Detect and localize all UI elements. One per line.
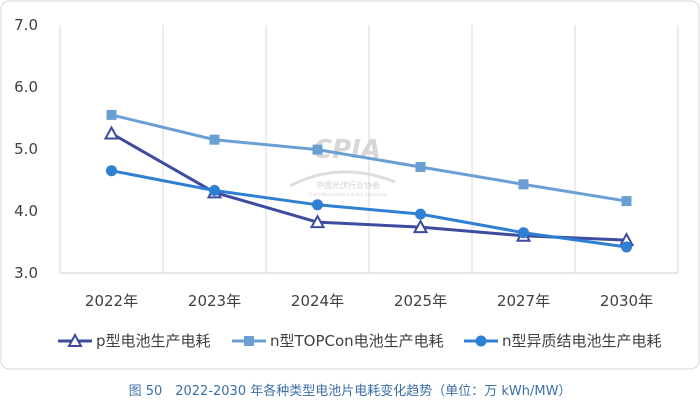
data-point: [103, 125, 120, 140]
data-point: [106, 165, 117, 177]
legend-label: n型异质结电池生产电耗: [502, 332, 662, 350]
watermark-name-cn: 中国光伏行业协会: [316, 180, 380, 190]
x-tick-label: 2022年: [85, 292, 138, 310]
series-lines: [103, 109, 635, 253]
x-tick-label: 2023年: [188, 292, 241, 310]
legend-marker: [67, 332, 83, 347]
data-point: [621, 196, 632, 207]
data-point: [312, 144, 323, 155]
data-point: [309, 214, 326, 229]
data-point: [518, 179, 529, 190]
legend-label: n型TOPCon电池生产电耗: [270, 332, 444, 350]
data-point: [412, 219, 429, 234]
data-point: [518, 227, 529, 239]
legend-marker: [244, 336, 254, 346]
legend-item-3: n型异质结电池生产电耗: [464, 332, 662, 350]
y-tick-label: 5.0: [14, 140, 38, 158]
x-tick-label: 2025年: [394, 292, 447, 310]
y-tick-label: 7.0: [14, 16, 38, 34]
data-point: [209, 134, 220, 145]
y-axis: 3.0 4.0 5.0 6.0 7.0: [14, 16, 38, 282]
data-point: [621, 241, 632, 253]
x-tick-label: 2024年: [291, 292, 344, 310]
data-point: [415, 161, 426, 172]
watermark-sun-icon: [289, 170, 396, 188]
data-point: [106, 109, 117, 120]
x-tick-label: 2027年: [497, 292, 550, 310]
series-line: [111, 169, 627, 249]
series-2: [106, 109, 632, 207]
legend: p型电池生产电耗 n型TOPCon电池生产电耗 n型异质结电池生产电耗: [58, 332, 662, 350]
chart-border: [0, 0, 700, 370]
legend-marker: [475, 335, 487, 347]
series-line: [111, 113, 627, 203]
watermark-name-en: China Photovoltaic Industry Association: [308, 192, 388, 197]
y-tick-label: 6.0: [14, 78, 38, 96]
x-tick-label: 2030年: [600, 292, 653, 310]
x-axis: 2022年 2023年 2024年 2025年 2027年 2030年: [85, 292, 653, 310]
y-tick-label: 3.0: [14, 264, 38, 282]
figure-caption: 图 50 2022-2030 年各种类型电池片电耗变化趋势（单位：万 kWh/M…: [128, 384, 572, 399]
data-point: [415, 208, 426, 220]
y-tick-label: 4.0: [14, 202, 38, 220]
cpia-watermark: CPIA 中国光伏行业协会 China Photovoltaic Industr…: [289, 135, 396, 197]
data-point: [312, 199, 323, 211]
legend-label: p型电池生产电耗: [96, 332, 211, 350]
data-point: [209, 185, 220, 197]
chart-frame: CPIA 中国光伏行业协会 China Photovoltaic Industr…: [0, 0, 700, 370]
series-3: [106, 165, 632, 253]
legend-item-2: n型TOPCon电池生产电耗: [232, 332, 444, 350]
legend-item-1: p型电池生产电耗: [58, 332, 211, 350]
